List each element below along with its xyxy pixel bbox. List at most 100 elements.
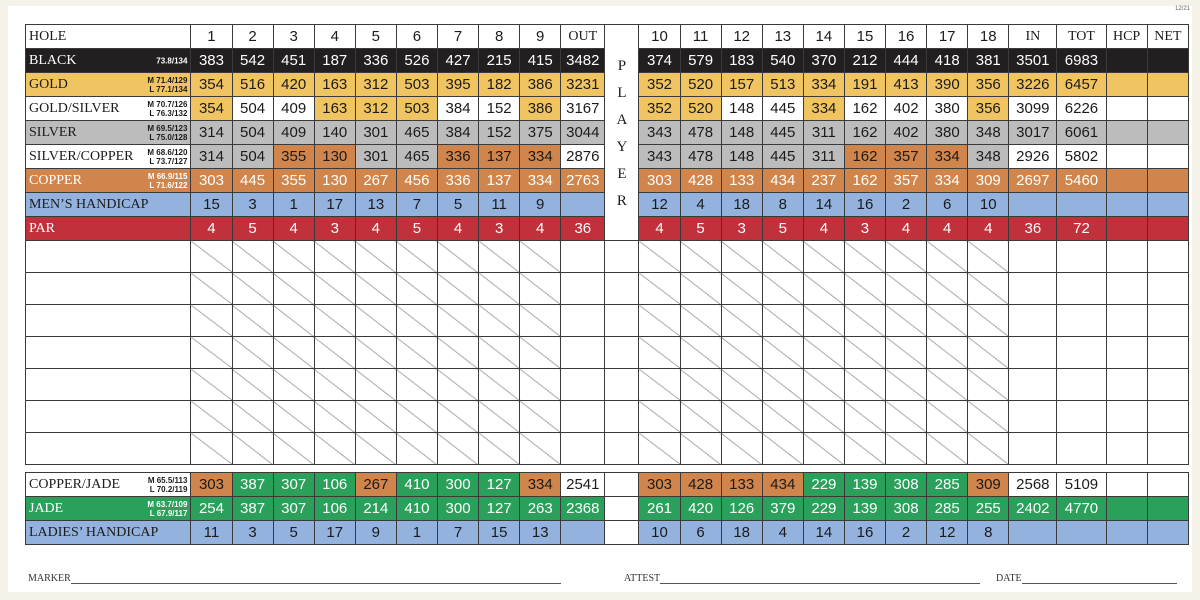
out-score-input[interactable]: [560, 432, 606, 465]
score-input[interactable]: [272, 240, 315, 273]
net-cell[interactable]: [1146, 72, 1190, 97]
score-input[interactable]: [720, 400, 763, 433]
score-input[interactable]: [436, 240, 480, 273]
score-input[interactable]: [761, 272, 804, 305]
score-input[interactable]: [802, 240, 845, 273]
score-input[interactable]: [190, 240, 233, 273]
score-input[interactable]: [478, 368, 521, 401]
score-input[interactable]: [354, 336, 397, 369]
score-input[interactable]: [843, 272, 887, 305]
score-input[interactable]: [638, 400, 681, 433]
score-input[interactable]: [190, 400, 233, 433]
in-score-input[interactable]: [1008, 272, 1058, 305]
score-input[interactable]: [272, 432, 315, 465]
score-input[interactable]: [231, 272, 274, 305]
tot-score-input[interactable]: [1056, 304, 1107, 337]
score-input[interactable]: [843, 304, 887, 337]
score-input[interactable]: [885, 304, 928, 337]
out-score-input[interactable]: [560, 400, 606, 433]
score-input[interactable]: [926, 368, 969, 401]
hcp-cell[interactable]: [1105, 192, 1148, 217]
score-input[interactable]: [967, 368, 1010, 401]
hcp-input[interactable]: [1105, 240, 1148, 273]
score-input[interactable]: [679, 400, 722, 433]
hcp-cell[interactable]: [1105, 168, 1148, 193]
score-input[interactable]: [190, 272, 233, 305]
net-input[interactable]: [1146, 432, 1190, 465]
score-input[interactable]: [272, 400, 315, 433]
in-score-input[interactable]: [1008, 432, 1058, 465]
tot-score-input[interactable]: [1056, 336, 1107, 369]
out-score-input[interactable]: [560, 336, 606, 369]
score-input[interactable]: [679, 240, 722, 273]
score-input[interactable]: [926, 272, 969, 305]
net-input[interactable]: [1146, 240, 1190, 273]
score-input[interactable]: [885, 432, 928, 465]
score-input[interactable]: [313, 336, 356, 369]
score-input[interactable]: [190, 432, 233, 465]
score-input[interactable]: [802, 272, 845, 305]
score-input[interactable]: [231, 432, 274, 465]
score-input[interactable]: [519, 368, 562, 401]
score-input[interactable]: [638, 368, 681, 401]
score-input[interactable]: [231, 336, 274, 369]
tot-score-input[interactable]: [1056, 400, 1107, 433]
net-cell[interactable]: [1146, 168, 1190, 193]
score-input[interactable]: [231, 240, 274, 273]
hcp-cell[interactable]: [1105, 96, 1148, 121]
score-input[interactable]: [967, 336, 1010, 369]
score-input[interactable]: [519, 336, 562, 369]
score-input[interactable]: [761, 368, 804, 401]
player-name-input[interactable]: [24, 336, 192, 369]
hcp-cell[interactable]: [1105, 72, 1148, 97]
score-input[interactable]: [436, 304, 480, 337]
player-name-input[interactable]: [24, 368, 192, 401]
player-name-input[interactable]: [24, 432, 192, 465]
score-input[interactable]: [436, 368, 480, 401]
score-input[interactable]: [395, 336, 438, 369]
player-name-input[interactable]: [24, 240, 192, 273]
score-input[interactable]: [679, 304, 722, 337]
score-input[interactable]: [720, 304, 763, 337]
score-input[interactable]: [926, 304, 969, 337]
net-cell[interactable]: [1146, 192, 1190, 217]
score-input[interactable]: [802, 432, 845, 465]
score-input[interactable]: [519, 432, 562, 465]
score-input[interactable]: [761, 304, 804, 337]
score-input[interactable]: [478, 400, 521, 433]
score-input[interactable]: [885, 400, 928, 433]
net-cell[interactable]: [1146, 48, 1190, 73]
hcp-cell[interactable]: [1105, 216, 1148, 241]
score-input[interactable]: [354, 368, 397, 401]
score-input[interactable]: [926, 400, 969, 433]
player-name-input[interactable]: [24, 304, 192, 337]
hcp-input[interactable]: [1105, 400, 1148, 433]
in-score-input[interactable]: [1008, 336, 1058, 369]
score-input[interactable]: [967, 240, 1010, 273]
score-input[interactable]: [926, 240, 969, 273]
score-input[interactable]: [802, 368, 845, 401]
score-input[interactable]: [843, 400, 887, 433]
score-input[interactable]: [272, 304, 315, 337]
net-input[interactable]: [1146, 272, 1190, 305]
score-input[interactable]: [761, 240, 804, 273]
score-input[interactable]: [231, 368, 274, 401]
net-input[interactable]: [1146, 368, 1190, 401]
score-input[interactable]: [519, 400, 562, 433]
score-input[interactable]: [436, 432, 480, 465]
score-input[interactable]: [354, 304, 397, 337]
score-input[interactable]: [638, 240, 681, 273]
hcp-cell[interactable]: [1105, 520, 1148, 545]
hcp-input[interactable]: [1105, 272, 1148, 305]
score-input[interactable]: [519, 272, 562, 305]
score-input[interactable]: [395, 400, 438, 433]
score-input[interactable]: [679, 336, 722, 369]
hcp-cell[interactable]: [1105, 472, 1148, 497]
score-input[interactable]: [190, 304, 233, 337]
score-input[interactable]: [638, 336, 681, 369]
net-input[interactable]: [1146, 336, 1190, 369]
score-input[interactable]: [802, 304, 845, 337]
score-input[interactable]: [231, 304, 274, 337]
hcp-input[interactable]: [1105, 336, 1148, 369]
score-input[interactable]: [761, 400, 804, 433]
